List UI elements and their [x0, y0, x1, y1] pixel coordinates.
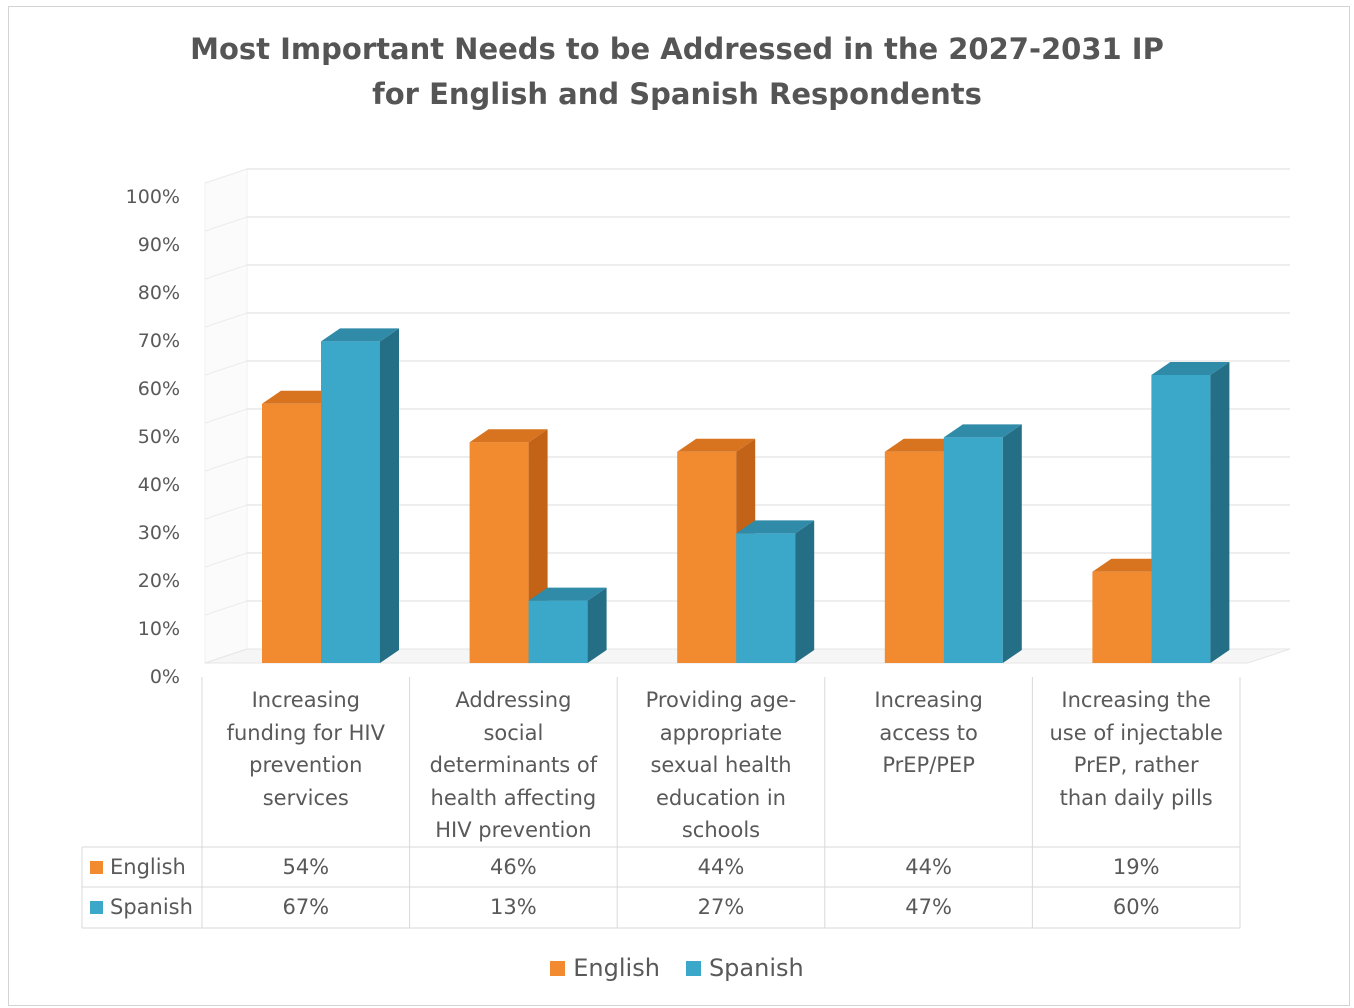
- table-row-label: Spanish: [110, 895, 193, 919]
- category-label-1: Addressing social determinants of health af…: [410, 684, 618, 847]
- bar-top-english-4: [1092, 558, 1171, 572]
- y-tick-label: 100%: [126, 186, 180, 208]
- category-label-3: Increasing access to PrEP/PEP: [825, 684, 1033, 782]
- table-cell-english-0: 54%: [282, 855, 330, 879]
- category-label-line: social: [483, 720, 544, 745]
- gridline-diagonal: [204, 216, 248, 232]
- y-tick-label: 30%: [138, 522, 180, 544]
- category-label-line: HIV prevention: [435, 818, 592, 842]
- gridline-diagonal: [204, 264, 248, 280]
- y-tick-label: 90%: [138, 234, 180, 256]
- category-label-line: Increasing: [874, 688, 983, 712]
- category-label-line: access to: [879, 720, 978, 745]
- bar-english-2: [677, 451, 737, 663]
- category-label-0: Increasing funding for HIV prevention servi…: [202, 684, 410, 814]
- category-label-line: funding for HIV: [226, 720, 385, 745]
- table-swatch-spanish: [90, 900, 103, 914]
- gridline-diagonal: [204, 552, 248, 568]
- bar-top-english-3: [884, 438, 963, 452]
- category-label-line: Providing age-: [645, 688, 797, 712]
- bar-top-spanish-3: [943, 424, 1022, 438]
- category-label-line: sexual health: [650, 753, 792, 777]
- category-label-line: appropriate: [659, 720, 783, 745]
- bar-spanish-3: [943, 437, 1003, 663]
- table-cell-english-1: 46%: [490, 855, 537, 879]
- gridline-diagonal: [204, 360, 248, 376]
- bar-side-spanish-4: [1210, 362, 1230, 663]
- table-row-label: English: [110, 855, 186, 879]
- gridline-diagonal: [204, 504, 248, 520]
- table-cell-spanish-3: 47%: [905, 895, 952, 919]
- y-tick-label: 0%: [150, 666, 180, 688]
- category-label-2: Providing age-appropriate sexual health ed…: [617, 684, 825, 847]
- category-label-line: PrEP/PEP: [882, 753, 975, 777]
- bar-top-english-2: [677, 438, 756, 452]
- bar-english-3: [884, 451, 944, 663]
- legend-item-spanish: Spanish: [685, 954, 804, 982]
- category-label-4: Increasing the use of injectable PrEP, rat…: [1032, 684, 1240, 814]
- bar-english-4: [1092, 571, 1152, 663]
- category-label-line: schools: [681, 818, 761, 842]
- bar-spanish-4: [1151, 375, 1211, 663]
- bar-side-spanish-3: [1002, 424, 1022, 663]
- legend-swatch-spanish: [685, 960, 701, 976]
- legend-label-english: English: [573, 954, 660, 982]
- y-tick-label: 10%: [138, 618, 180, 640]
- table-cell-spanish-0: 67%: [282, 895, 330, 919]
- table-cell-spanish-1: 13%: [490, 895, 537, 919]
- gridline-diagonal: [204, 408, 248, 424]
- category-label-line: Increasing: [251, 688, 361, 712]
- y-tick-label: 50%: [138, 426, 180, 448]
- bar-english-0: [262, 403, 321, 663]
- y-tick-label: 60%: [138, 378, 180, 400]
- category-label-line: Addressing: [455, 688, 572, 712]
- gridline-diagonal: [204, 168, 248, 184]
- y-tick-label: 80%: [138, 282, 180, 304]
- table-row-header-spanish: Spanish: [90, 887, 193, 927]
- table-cell-english-3: 44%: [905, 855, 952, 879]
- bar-spanish-1: [528, 600, 588, 663]
- category-label-line: than daily pills: [1059, 785, 1213, 810]
- category-label-line: health affecting: [430, 785, 597, 810]
- bar-top-spanish-4: [1151, 362, 1230, 375]
- bar-english-1: [469, 442, 529, 663]
- bar-top-english-1: [469, 429, 548, 443]
- chart-title-line-2: for English and Spanish Respondents: [372, 77, 982, 111]
- category-label-line: services: [262, 785, 349, 810]
- y-tick-label: 20%: [138, 570, 180, 592]
- table-cell-english-2: 44%: [697, 855, 745, 879]
- table-swatch-english: [90, 860, 103, 874]
- category-label-line: PrEP, rather: [1073, 753, 1199, 777]
- bar-spanish-2: [736, 533, 796, 663]
- bar-side-spanish-0: [380, 328, 399, 663]
- bar-top-spanish-0: [321, 328, 399, 342]
- table-cell-spanish-2: 27%: [697, 895, 745, 919]
- category-label-line: prevention: [249, 753, 363, 777]
- category-label-line: Increasing the: [1061, 688, 1211, 712]
- table-row-header-english: English: [90, 847, 186, 887]
- legend-swatch-english: [550, 960, 566, 976]
- bar-top-spanish-2: [736, 520, 815, 534]
- chart-legend: English Spanish: [0, 954, 1354, 982]
- y-tick-label: 40%: [138, 474, 180, 496]
- table-cell-english-4: 19%: [1112, 855, 1160, 879]
- legend-item-english: English: [550, 954, 660, 982]
- bar-spanish-0: [321, 341, 380, 663]
- category-label-line: determinants of: [429, 753, 598, 777]
- gridline-diagonal: [204, 312, 248, 328]
- table-cell-spanish-4: 60%: [1112, 895, 1160, 919]
- bar-top-english-0: [262, 390, 340, 404]
- bar-side-spanish-1: [587, 587, 607, 663]
- y-tick-label: 70%: [138, 330, 180, 352]
- chart-title-line-1: Most Important Needs to be Addressed in …: [190, 32, 1164, 66]
- legend-label-spanish: Spanish: [708, 954, 804, 982]
- category-label-line: education in: [655, 785, 786, 810]
- bar-top-spanish-1: [528, 587, 607, 601]
- gridline-diagonal: [204, 456, 248, 472]
- category-label-line: use of injectable: [1049, 720, 1223, 745]
- gridline-diagonal: [204, 600, 248, 616]
- bar-side-spanish-2: [795, 520, 815, 663]
